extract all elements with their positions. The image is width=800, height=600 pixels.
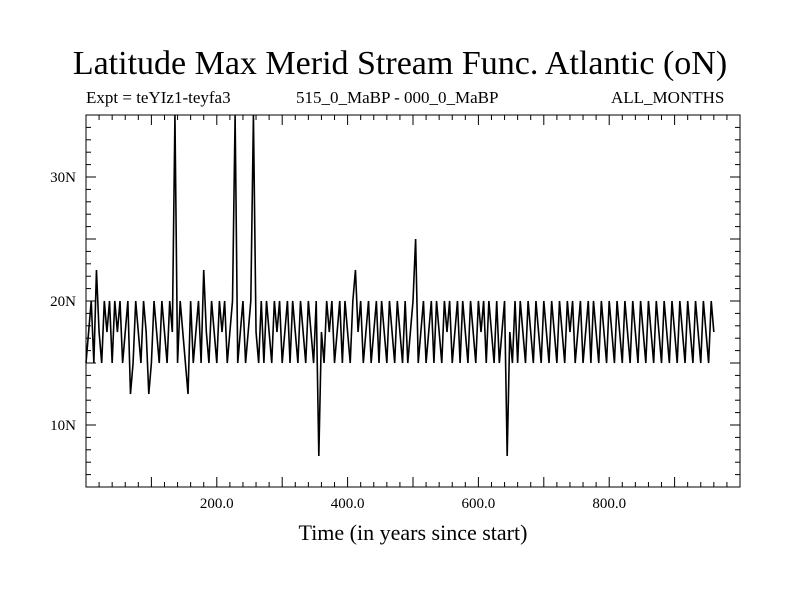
- series-layer: [85, 114, 715, 457]
- x-axis-label: Time (in years since start): [298, 520, 528, 545]
- tick-labels: 200.0 400.0 600.0 800.0 10N 20N 30N: [50, 170, 626, 512]
- time-range-label: 515_0_MaBP - 000_0_MaBP: [296, 88, 499, 107]
- months-label: ALL_MONTHS: [611, 88, 725, 107]
- x-tick-label: 200.0: [200, 496, 234, 512]
- plot-frame: [85, 114, 741, 488]
- x-tick-label: 400.0: [331, 496, 365, 512]
- tick-marks: [86, 115, 740, 487]
- y-tick-label: 30N: [50, 170, 76, 186]
- experiment-label: Expt = teYIz1-teyfa3: [86, 88, 231, 107]
- x-tick-label: 600.0: [462, 496, 496, 512]
- series-line-0: [85, 114, 715, 457]
- y-tick-label: 10N: [50, 418, 76, 434]
- chart-title: Latitude Max Merid Stream Func. Atlantic…: [72, 45, 728, 82]
- x-tick-label: 800.0: [592, 496, 626, 512]
- y-tick-label: 20N: [50, 294, 76, 310]
